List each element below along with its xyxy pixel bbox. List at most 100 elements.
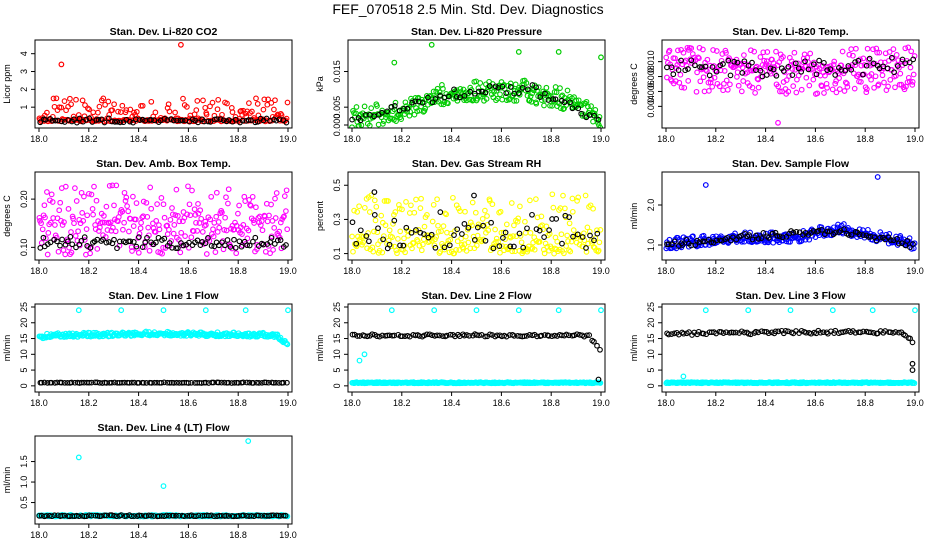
- data-point: [76, 513, 82, 520]
- data-point: [730, 329, 737, 336]
- data-point: [469, 199, 476, 206]
- data-point: [219, 209, 225, 216]
- data-point: [117, 119, 123, 126]
- data-point: [172, 109, 178, 116]
- y-tick-label: 0.3: [332, 213, 342, 226]
- data-point: [361, 103, 368, 110]
- data-point: [239, 117, 246, 124]
- data-point: [543, 223, 550, 230]
- data-point: [208, 512, 214, 519]
- data-point: [688, 45, 695, 52]
- data-point: [852, 62, 859, 68]
- data-point: [510, 233, 516, 239]
- data-point: [421, 231, 427, 237]
- data-point: [86, 115, 93, 122]
- data-point: [440, 223, 447, 229]
- x-tick-label: 18.6: [493, 398, 511, 408]
- data-point: [165, 101, 172, 108]
- data-point: [524, 92, 531, 99]
- data-point: [493, 239, 499, 245]
- data-point: [408, 202, 414, 209]
- data-point: [538, 332, 545, 339]
- data-point: [136, 117, 143, 123]
- data-point: [170, 230, 177, 237]
- data-point: [113, 182, 120, 189]
- data-point: [904, 238, 911, 244]
- data-point: [161, 116, 168, 122]
- y-tick-label: 0.008: [646, 65, 656, 88]
- data-point: [706, 88, 712, 94]
- data-point: [44, 189, 50, 195]
- x-tick-label: 19.0: [279, 398, 297, 408]
- y-tick-label: 15: [332, 334, 342, 344]
- data-point: [57, 199, 64, 206]
- data-point: [487, 331, 493, 338]
- data-point: [686, 329, 692, 335]
- data-point: [905, 44, 912, 51]
- data-point: [557, 85, 563, 91]
- data-point: [856, 231, 863, 238]
- data-point: [524, 86, 531, 93]
- data-point: [594, 227, 600, 234]
- data-point: [153, 239, 159, 246]
- series-primary: [663, 307, 918, 387]
- data-point: [148, 512, 155, 519]
- data-point: [199, 229, 206, 235]
- data-point: [416, 242, 423, 249]
- data-point: [523, 80, 530, 86]
- data-point: [543, 84, 550, 91]
- outlier-point: [361, 351, 368, 358]
- y-axis-label: ml/min: [629, 335, 639, 362]
- data-point: [878, 59, 884, 66]
- data-point: [894, 63, 901, 69]
- figure-title: FEF_070518 2.5 Min. Std. Dev. Diagnostic…: [332, 1, 603, 17]
- data-point: [471, 237, 478, 243]
- data-point: [253, 95, 259, 102]
- data-point: [785, 328, 791, 335]
- data-point: [65, 238, 71, 245]
- data-point: [284, 226, 291, 233]
- y-tick-label: 0.000: [332, 114, 342, 137]
- data-point: [528, 246, 535, 252]
- data-point: [566, 220, 573, 227]
- data-point: [203, 251, 210, 257]
- data-point: [161, 235, 168, 242]
- panel-title: Stan. Dev. Line 1 Flow: [108, 290, 219, 302]
- data-point: [685, 66, 691, 72]
- data-point: [268, 100, 275, 106]
- data-point: [411, 209, 418, 216]
- data-point: [733, 329, 739, 336]
- outlier-point: [473, 307, 480, 314]
- data-point: [420, 108, 427, 115]
- data-point: [236, 238, 243, 245]
- data-point: [175, 213, 181, 219]
- data-point: [838, 67, 845, 73]
- series-secondary: [349, 331, 603, 383]
- data-point: [433, 234, 440, 240]
- data-point: [119, 102, 126, 109]
- data-point: [386, 241, 393, 248]
- data-point: [106, 239, 112, 245]
- data-point: [907, 64, 914, 71]
- data-point: [868, 71, 875, 77]
- data-point: [541, 234, 547, 240]
- data-point: [571, 332, 578, 339]
- data-point: [179, 117, 186, 124]
- data-point: [836, 86, 843, 92]
- data-point: [95, 109, 101, 116]
- data-point: [361, 204, 368, 211]
- y-tick-label: 20: [332, 318, 342, 328]
- data-point: [433, 88, 440, 95]
- data-point: [881, 79, 887, 86]
- data-point: [148, 98, 155, 105]
- data-point: [89, 206, 96, 212]
- outlier-point: [431, 307, 438, 314]
- data-point: [503, 221, 510, 228]
- data-point: [380, 121, 386, 127]
- data-point: [665, 241, 672, 248]
- data-point: [723, 77, 730, 84]
- data-point: [833, 89, 840, 96]
- data-point: [170, 512, 177, 519]
- data-point: [536, 238, 543, 245]
- data-point: [724, 234, 731, 241]
